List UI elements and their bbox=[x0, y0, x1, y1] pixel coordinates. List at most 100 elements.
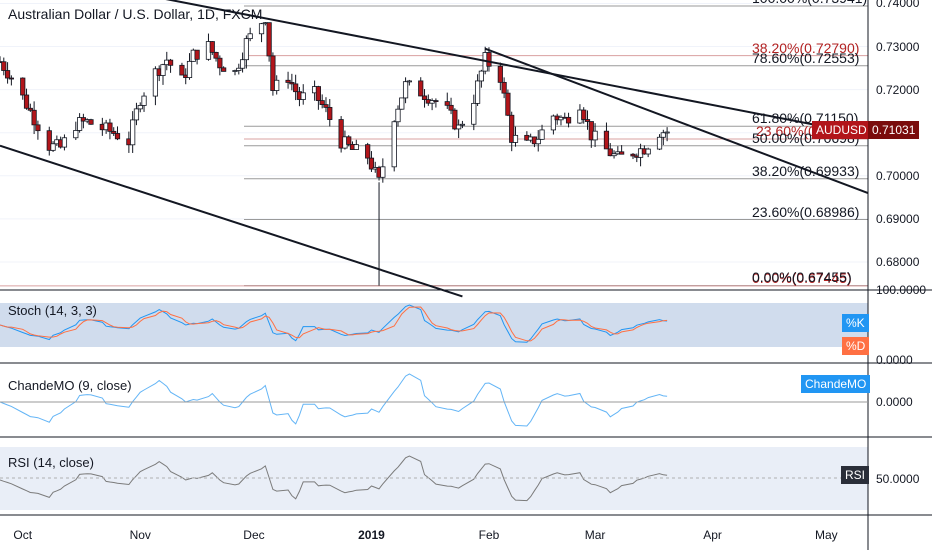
stoch-k-badge: %K bbox=[842, 314, 869, 332]
candle-body bbox=[232, 70, 238, 72]
candle-body bbox=[194, 49, 200, 60]
candle-body bbox=[213, 51, 219, 59]
candle-body bbox=[664, 131, 670, 134]
candle-body bbox=[239, 59, 246, 69]
candle-body bbox=[130, 119, 136, 146]
candle-body bbox=[399, 97, 405, 110]
fibonacci-lines bbox=[0, 5, 868, 287]
candle-body bbox=[660, 132, 666, 138]
fib-level-label: 0.00%(0.67455) bbox=[752, 269, 852, 286]
fib-level-label: 38.20%(0.69933) bbox=[752, 162, 860, 179]
candle-body bbox=[61, 137, 68, 148]
candle-body bbox=[656, 136, 663, 150]
time-tick-label: Apr bbox=[703, 528, 722, 542]
time-tick-label: Nov bbox=[129, 528, 151, 542]
candle-body bbox=[266, 22, 272, 57]
candle-body bbox=[365, 144, 371, 159]
price-tick-label: 0.72000 bbox=[876, 82, 920, 97]
candle-body bbox=[497, 65, 503, 83]
candle-body bbox=[486, 52, 492, 67]
time-tick-label: 2019 bbox=[358, 528, 385, 542]
fib-level-label: 38.20%(0.72790) bbox=[752, 39, 860, 56]
candle-body bbox=[368, 157, 375, 170]
candle-body bbox=[76, 117, 83, 131]
candle-body bbox=[111, 130, 117, 134]
trendline bbox=[484, 47, 869, 194]
trendline bbox=[0, 144, 463, 298]
candle-body bbox=[31, 109, 37, 126]
candle-body bbox=[444, 101, 450, 106]
candle-body bbox=[433, 100, 439, 102]
candle-body bbox=[1, 61, 7, 71]
stoch-label: Stoch (14, 3, 3) bbox=[8, 303, 97, 318]
candle-body bbox=[167, 59, 174, 66]
candle-body bbox=[217, 57, 223, 69]
candle-body bbox=[46, 130, 52, 151]
price-tick-label: 0.68000 bbox=[876, 254, 920, 269]
candle-body bbox=[247, 33, 253, 40]
chart-title: Australian Dollar / U.S. Dollar, 1D, FXC… bbox=[8, 6, 263, 22]
candle-body bbox=[327, 106, 333, 120]
time-tick-label: Mar bbox=[584, 528, 606, 542]
candle-body bbox=[50, 143, 56, 151]
candle-body bbox=[395, 108, 401, 123]
candle-body bbox=[459, 123, 466, 126]
candle-body bbox=[179, 64, 185, 76]
stoch-band bbox=[0, 303, 868, 347]
candle-body bbox=[630, 153, 636, 157]
symbol-badge: AUDUSD bbox=[812, 121, 871, 139]
cmo-line bbox=[0, 373, 668, 427]
candle-body bbox=[8, 77, 14, 80]
time-tick-label: May bbox=[814, 528, 838, 542]
candle-body bbox=[293, 83, 299, 93]
price-tick-label: 0.69000 bbox=[876, 211, 920, 226]
cmo-tick-0: 0.0000 bbox=[876, 395, 913, 409]
candle-body bbox=[550, 115, 556, 131]
candle-body bbox=[221, 67, 227, 72]
candle-body bbox=[35, 124, 41, 132]
candle-body bbox=[619, 151, 625, 155]
stoch-tick-100: 100.0000 bbox=[876, 283, 927, 297]
candle-body bbox=[402, 81, 409, 99]
candle-body bbox=[581, 109, 587, 120]
trendline bbox=[165, 0, 823, 128]
candle-body bbox=[88, 119, 94, 125]
stoch-d-badge: %D bbox=[842, 337, 870, 355]
candle-body bbox=[258, 23, 265, 35]
candle-body bbox=[418, 80, 424, 97]
candle-body bbox=[501, 81, 507, 94]
cmo-label: ChandeMO (9, close) bbox=[8, 378, 132, 393]
candle-body bbox=[346, 136, 352, 145]
candle-body bbox=[319, 100, 325, 105]
candle-body bbox=[107, 122, 113, 132]
candle-body bbox=[588, 121, 594, 141]
candle-body bbox=[603, 130, 610, 150]
trendlines bbox=[0, 0, 869, 298]
candle-body bbox=[535, 138, 541, 145]
candle-body bbox=[236, 67, 242, 71]
price-tick-label: 0.74000 bbox=[876, 0, 920, 11]
candle-body bbox=[505, 92, 511, 116]
candle-body bbox=[584, 119, 591, 122]
fib-level-label: 78.60%(0.72553) bbox=[752, 49, 860, 66]
stoch-d-line bbox=[0, 306, 668, 342]
grid-lines bbox=[0, 2, 868, 263]
fib-level-label: 23.60%(0.7 bbox=[756, 123, 828, 140]
candle-body bbox=[452, 109, 458, 130]
candle-body bbox=[406, 80, 412, 83]
candle-body bbox=[338, 119, 344, 149]
indicator-lines bbox=[0, 304, 668, 502]
candle-body bbox=[209, 41, 215, 53]
candle-body bbox=[592, 130, 598, 141]
cmo-badge: ChandeMO bbox=[801, 375, 871, 393]
candle-body bbox=[391, 121, 397, 168]
candle-body bbox=[274, 79, 280, 91]
fib-level-label: 23.60%(0.68986) bbox=[752, 203, 860, 220]
time-tick-label: Oct bbox=[13, 528, 33, 542]
price-tick-label: 0.73000 bbox=[876, 39, 920, 54]
candle-body bbox=[152, 68, 159, 97]
candle-body bbox=[456, 124, 462, 130]
